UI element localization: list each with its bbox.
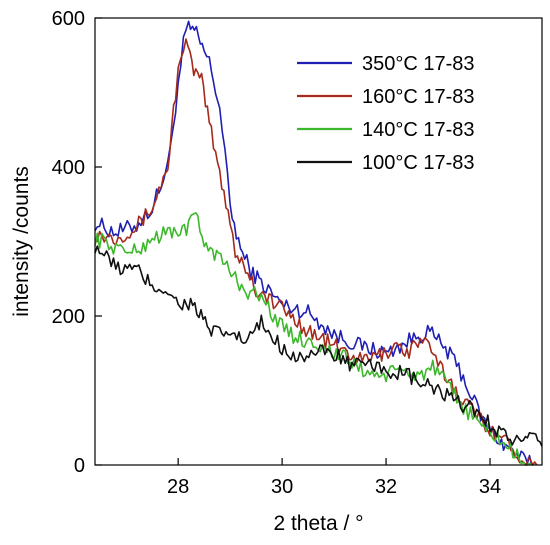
ticks-layer: 28 30 32 34 0 200 400 600 bbox=[52, 8, 502, 498]
y-tick-label: 200 bbox=[52, 306, 85, 328]
legend-label-0: 350°C 17-83 bbox=[362, 53, 475, 75]
legend-label-2: 140°C 17-83 bbox=[362, 119, 475, 141]
y-tick-label: 600 bbox=[52, 8, 85, 30]
legend-label-1: 160°C 17-83 bbox=[362, 86, 475, 108]
x-tick-label: 30 bbox=[271, 476, 293, 498]
x-axis-title: 2 theta / ° bbox=[273, 512, 363, 535]
legend: 350°C 17-83 160°C 17-83 140°C 17-83 100°C 1… bbox=[297, 53, 475, 174]
x-tick-label: 34 bbox=[479, 476, 501, 498]
series-layer bbox=[94, 20, 543, 466]
y-tick-label: 400 bbox=[52, 157, 85, 179]
series-line-2 bbox=[94, 212, 533, 466]
x-tick-label: 32 bbox=[375, 476, 397, 498]
y-axis-title: intensity /counts bbox=[10, 166, 33, 317]
legend-label-3: 100°C 17-83 bbox=[362, 152, 475, 174]
series-line-3 bbox=[94, 245, 543, 447]
plot-frame bbox=[94, 17, 543, 466]
x-tick-label: 28 bbox=[167, 476, 189, 498]
y-tick-label: 0 bbox=[74, 455, 85, 477]
